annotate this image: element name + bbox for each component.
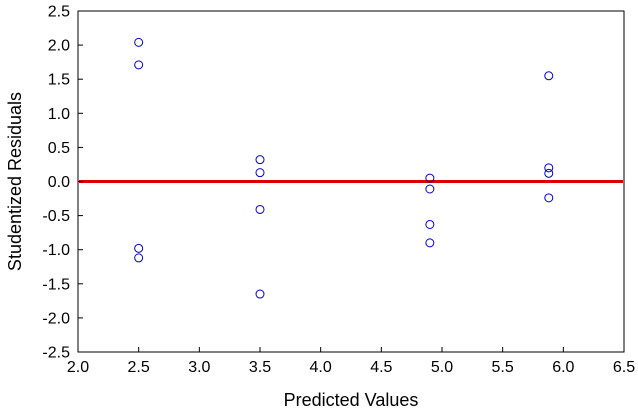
residual-point	[544, 71, 554, 81]
y-tick-label: -0.5	[42, 208, 70, 225]
y-tick-label: -1.0	[42, 242, 70, 259]
x-tick-label: 3.0	[188, 359, 210, 376]
y-tick-label: 0.5	[48, 140, 70, 157]
residual-point	[134, 60, 144, 70]
residual-point	[255, 289, 265, 299]
residual-point	[544, 168, 554, 178]
residual-point	[425, 184, 435, 194]
residual-point	[544, 193, 554, 203]
y-tick-label: -2.0	[42, 310, 70, 327]
residual-point	[134, 253, 144, 263]
x-tick-label: 2.5	[128, 359, 150, 376]
y-tick-label: -2.5	[42, 345, 70, 362]
y-tick-label: 2.0	[48, 38, 70, 55]
x-axis-ticks: 2.0 2.5 3.0 3.5 4.0 4.5 5.0 5.5 6.0 6.5	[67, 347, 635, 376]
residual-point	[544, 163, 554, 173]
y-axis-title: Studentized Residuals	[5, 92, 25, 271]
y-tick-label: 1.5	[48, 72, 70, 89]
y-tick-label: 0.0	[48, 174, 70, 191]
residual-point	[425, 238, 435, 248]
y-tick-label: 1.0	[48, 106, 70, 123]
residual-point	[134, 37, 144, 47]
x-tick-label: 6.5	[613, 359, 635, 376]
y-tick-label: -1.5	[42, 276, 70, 293]
x-tick-label: 5.5	[492, 359, 514, 376]
residual-point	[255, 155, 265, 165]
x-axis-title: Predicted Values	[284, 390, 419, 410]
residual-point	[255, 168, 265, 178]
x-tick-label: 4.5	[370, 359, 392, 376]
residual-point	[255, 204, 265, 214]
x-tick-label: 2.0	[67, 359, 89, 376]
x-tick-label: 6.0	[552, 359, 574, 376]
points-layer	[134, 37, 554, 299]
residual-point	[134, 243, 144, 253]
residual-point	[425, 173, 435, 183]
y-tick-label: 2.5	[48, 4, 70, 21]
x-tick-label: 4.0	[310, 359, 332, 376]
y-axis-ticks: 2.5 2.0 1.5 1.0 0.5 0.0 -0.5 -1.0 -1.5 -2.0 -2.5	[42, 4, 83, 362]
x-tick-label: 3.5	[249, 359, 271, 376]
residual-point	[425, 219, 435, 229]
x-tick-label: 5.0	[431, 359, 453, 376]
